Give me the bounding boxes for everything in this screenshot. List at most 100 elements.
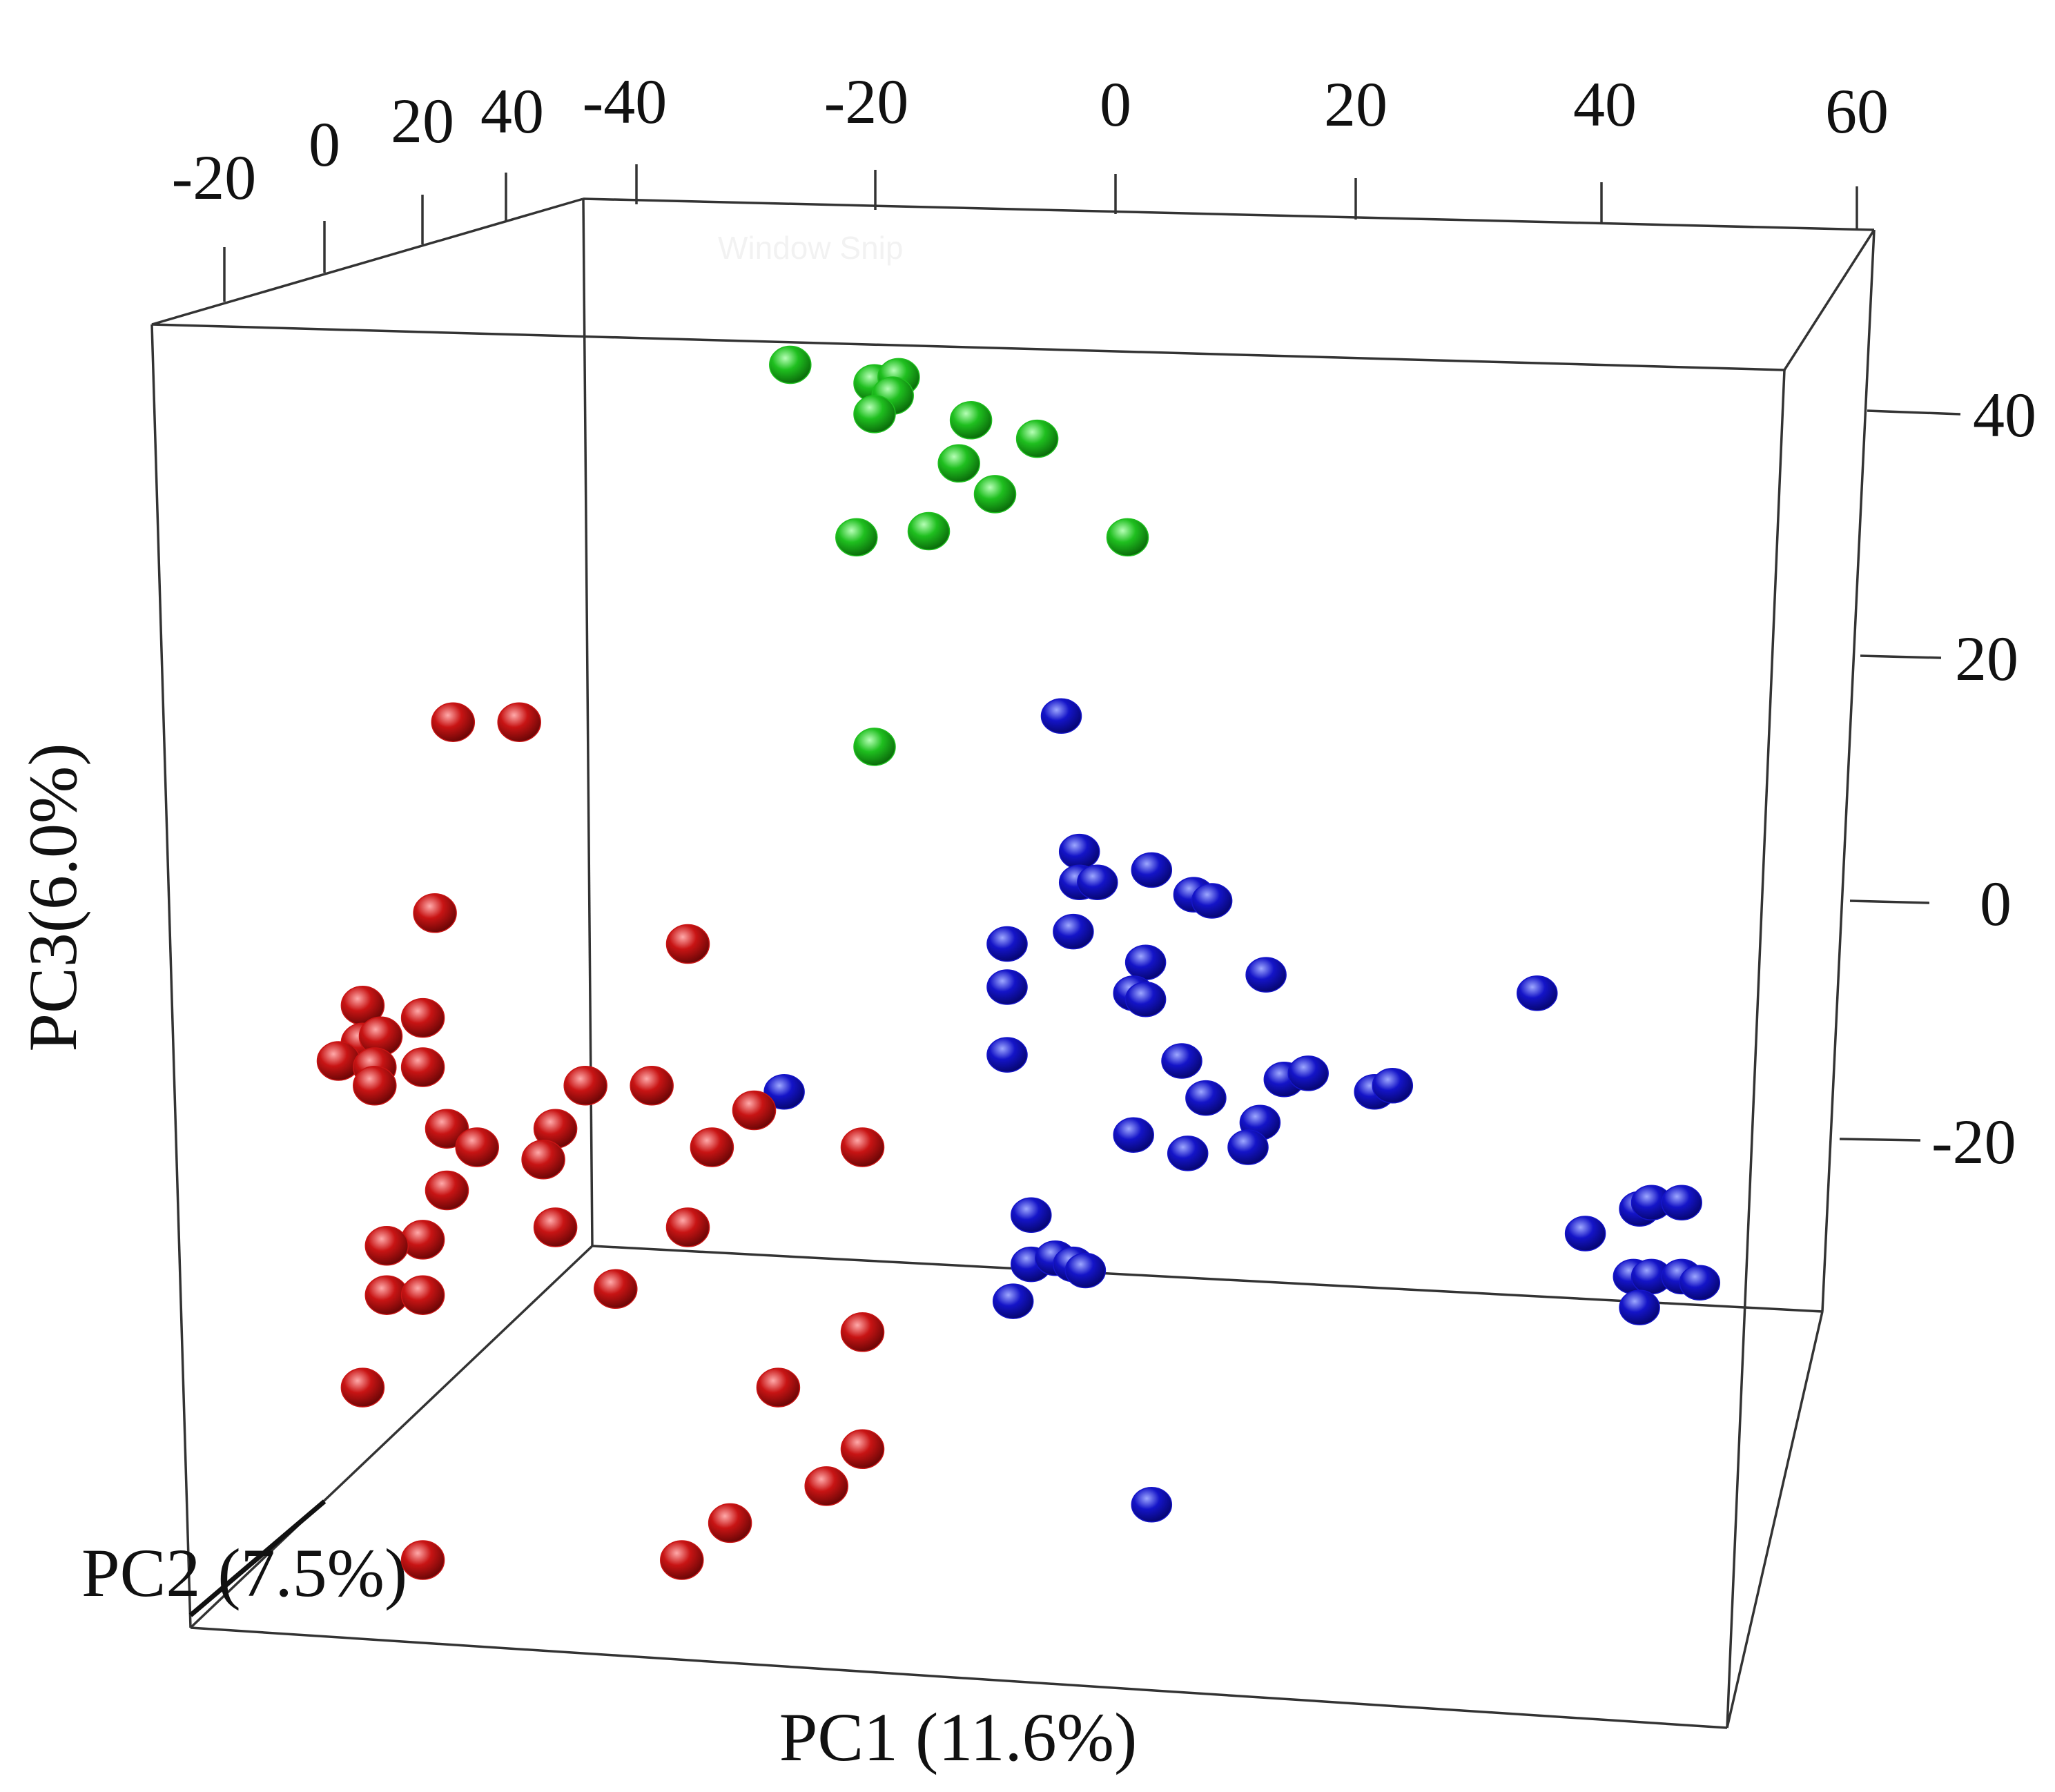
red-data-point xyxy=(400,1220,445,1260)
pc2-axis: -20 0 20 40 PC2 (7.5%) xyxy=(81,76,544,1611)
red-data-point xyxy=(690,1127,734,1167)
blue-data-point xyxy=(986,926,1028,962)
pc1-tick-label: 0 xyxy=(1100,69,1131,139)
pc2-axis-mark xyxy=(188,1499,327,1617)
red-data-point xyxy=(533,1207,578,1247)
red-data-point xyxy=(563,1066,607,1106)
blue-data-point xyxy=(1161,1043,1202,1079)
box-edge-depth-top-right xyxy=(1783,229,1876,371)
red-data-point xyxy=(840,1429,885,1470)
green-data-point xyxy=(973,475,1017,514)
red-data-point xyxy=(665,924,710,964)
pc3-tick-label: 0 xyxy=(1980,868,2012,939)
box-edge-depth-top-left xyxy=(151,197,584,326)
box-edge-depth-bottom-left xyxy=(189,1245,594,1629)
pc2-tick-label: -20 xyxy=(172,142,257,213)
pc2-tick-label: 20 xyxy=(391,86,454,156)
red-data-point xyxy=(340,1367,385,1408)
pc3-tick-mark xyxy=(1867,409,1961,416)
blue-data-point xyxy=(1124,944,1167,981)
red-data-point xyxy=(400,1275,445,1315)
blue-data-point xyxy=(1245,957,1287,993)
pc3-tick-label: 20 xyxy=(1955,623,2018,694)
blue-data-point xyxy=(1661,1185,1702,1221)
pc3-tick-label: -20 xyxy=(1931,1107,2016,1177)
blue-data-point xyxy=(1564,1216,1606,1252)
blue-data-point xyxy=(1517,975,1558,1011)
blue-data-point xyxy=(986,1037,1028,1073)
red-data-point xyxy=(353,1066,397,1106)
blue-data-point xyxy=(1053,913,1094,950)
box-edge-back-top xyxy=(583,197,1875,231)
pc1-tick-label: 40 xyxy=(1573,69,1637,139)
red-data-point xyxy=(425,1170,469,1211)
pc3-tick-mark xyxy=(1839,1138,1921,1142)
red-data-point xyxy=(594,1269,638,1309)
watermark-text: Window Snip xyxy=(718,230,903,266)
box-edge-back-bottom xyxy=(592,1245,1823,1313)
blue-data-point xyxy=(1124,982,1167,1017)
blue-data-point xyxy=(1058,833,1100,870)
red-data-point xyxy=(316,1041,361,1081)
pc2-tick-label: 0 xyxy=(309,109,340,179)
blue-data-point xyxy=(992,1283,1034,1319)
red-data-point xyxy=(455,1127,499,1167)
green-data-point xyxy=(1106,518,1149,557)
pc3-tick-mark xyxy=(1849,899,1930,904)
green-data-point xyxy=(907,512,951,551)
pc3-axis-title: PC3(6.0%) xyxy=(14,743,91,1051)
box-edge-front-top xyxy=(151,323,1785,371)
red-data-point xyxy=(660,1540,704,1580)
blue-data-point xyxy=(986,969,1028,1005)
blue-data-point xyxy=(1077,864,1118,900)
blue-data-point xyxy=(1040,698,1082,734)
blue-data-point xyxy=(1372,1068,1414,1104)
blue-data-point xyxy=(1287,1055,1329,1091)
red-data-point xyxy=(497,702,541,742)
box-edge-front-left xyxy=(150,324,192,1628)
red-data-point xyxy=(756,1367,801,1408)
blue-data-point xyxy=(1131,1486,1173,1523)
green-data-point xyxy=(853,395,896,434)
box-edge-back-right xyxy=(1821,229,1876,1312)
green-data-point xyxy=(835,518,878,557)
red-data-point xyxy=(732,1090,777,1131)
pc2-axis-title: PC2 (7.5%) xyxy=(81,1535,407,1611)
pc2-tick-label: 40 xyxy=(480,76,544,146)
blue-data-point xyxy=(1113,1117,1154,1153)
pc1-axis: -40 -20 0 20 40 60 PC1 (11.6%) xyxy=(583,66,1889,1775)
red-data-point xyxy=(521,1140,565,1180)
pc1-tick-label: -40 xyxy=(583,66,668,137)
pc3-tick-mark xyxy=(1860,654,1942,659)
red-data-point xyxy=(400,1540,445,1580)
red-data-point xyxy=(431,702,476,742)
red-data-point xyxy=(413,893,457,933)
blue-data-point xyxy=(1679,1265,1721,1301)
green-data-point xyxy=(949,401,993,440)
red-data-point xyxy=(840,1127,885,1167)
red-data-point xyxy=(665,1207,710,1247)
red-data-point xyxy=(804,1466,848,1506)
box-edge-depth-bottom-right xyxy=(1726,1311,1824,1728)
blue-data-point xyxy=(1619,1289,1660,1325)
red-data-point xyxy=(400,997,445,1038)
red-data-point xyxy=(840,1312,885,1352)
plot-box xyxy=(150,197,1876,1729)
pc1-tick-label: 20 xyxy=(1324,69,1387,139)
red-data-point xyxy=(630,1066,674,1106)
blue-data-point xyxy=(1011,1197,1052,1233)
blue-data-point xyxy=(1167,1136,1209,1171)
blue-data-point xyxy=(1064,1252,1107,1289)
box-edge-front-right xyxy=(1726,369,1786,1728)
red-data-point xyxy=(400,1047,445,1087)
red-data-point xyxy=(364,1226,409,1266)
pc3-axis: 40 20 0 -20 PC3(6.0%) xyxy=(14,380,2036,1177)
blue-data-point xyxy=(763,1073,805,1110)
green-data-point xyxy=(1015,419,1059,458)
blue-data-point xyxy=(1131,852,1173,888)
data-points xyxy=(316,345,1721,1580)
red-data-point xyxy=(708,1503,752,1543)
green-data-point xyxy=(853,728,896,766)
pc3-tick-label: 40 xyxy=(1973,380,2036,450)
